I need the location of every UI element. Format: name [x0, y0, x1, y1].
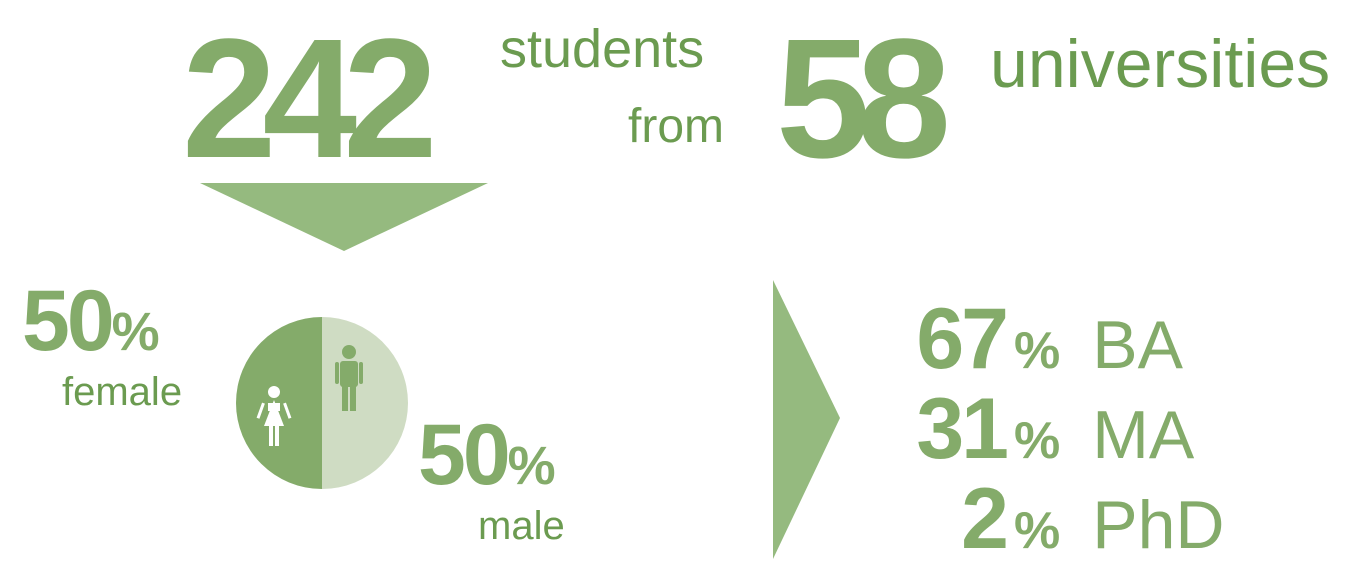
- universities-word: universities: [990, 26, 1331, 102]
- degree-row-ma: 31% MA: [905, 380, 1194, 477]
- degree-row-phd: 2% PhD: [905, 470, 1224, 567]
- degree-row-ba: 67% BA: [905, 290, 1183, 387]
- male-unit: %: [507, 436, 556, 496]
- female-percentage: 50%: [22, 278, 160, 364]
- degree-label: PhD: [1092, 487, 1225, 563]
- female-slice: [236, 317, 322, 489]
- right-arrow-icon: [773, 280, 840, 559]
- degree-value: 67: [916, 291, 1009, 387]
- male-person-icon: [335, 345, 363, 411]
- degree-unit: %: [1014, 412, 1061, 470]
- male-label: male: [478, 504, 565, 548]
- female-value: 50: [22, 273, 115, 369]
- degree-label: MA: [1092, 397, 1195, 473]
- degree-unit: %: [1014, 322, 1061, 380]
- male-percentage: 50%: [418, 412, 556, 498]
- degree-label: BA: [1092, 307, 1183, 383]
- male-value: 50: [418, 407, 511, 503]
- female-person-icon: [256, 386, 292, 446]
- female-unit: %: [111, 302, 160, 362]
- students-count: 242: [182, 4, 438, 194]
- female-label: female: [62, 370, 183, 414]
- students-word: students: [500, 19, 705, 79]
- degree-value: 31: [916, 381, 1009, 477]
- degree-value: 2: [961, 471, 1009, 567]
- male-slice: [322, 317, 408, 489]
- degree-unit: %: [1014, 502, 1061, 560]
- universities-count: 58: [776, 4, 951, 194]
- from-word: from: [628, 100, 724, 153]
